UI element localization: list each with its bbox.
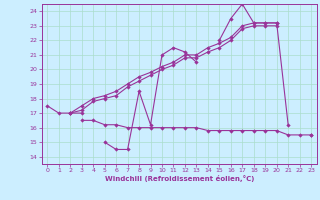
X-axis label: Windchill (Refroidissement éolien,°C): Windchill (Refroidissement éolien,°C) [105,175,254,182]
